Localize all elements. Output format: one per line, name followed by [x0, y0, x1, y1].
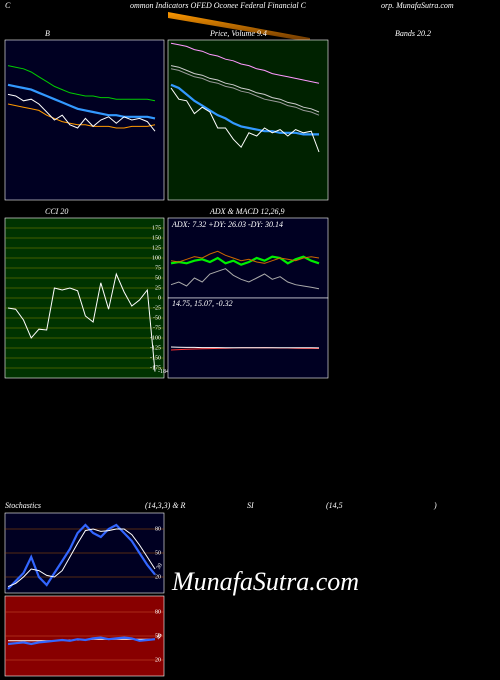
series-line [7, 528, 156, 588]
series-line [170, 250, 320, 264]
series-line [170, 268, 320, 290]
series-line [7, 83, 156, 120]
last-value-label: 30 [156, 562, 164, 570]
y-tick-label: -25 [153, 305, 161, 311]
panel-title: Price, Volume 9.4 [209, 29, 267, 38]
panel-title: 14.75, 15.07, -0.32 [172, 299, 233, 308]
series-line [7, 272, 156, 372]
panel-title-part: (14,5 [326, 501, 343, 510]
series-line [7, 93, 156, 132]
series-line [170, 87, 320, 153]
y-tick-label: 20 [155, 657, 161, 663]
panel-title-right: Bands 20.2 [395, 29, 431, 38]
panel-subtitle: ADX: 7.32 +DY: 26.03 -DY: 30.14 [171, 220, 283, 229]
y-tick-label: 20 [155, 574, 161, 580]
y-tick-label: 100 [152, 255, 161, 261]
last-value-label: -184 [158, 369, 169, 375]
y-tick-label: -75 [153, 325, 161, 331]
y-tick-label: -150 [150, 355, 161, 361]
header-middle: ommon Indicators OFED Oconee Federal Fin… [130, 1, 307, 10]
y-tick-label: 80 [155, 526, 161, 532]
volume-band [168, 12, 310, 42]
panel [167, 297, 329, 379]
y-tick-label: 80 [155, 609, 161, 615]
y-tick-label: -50 [153, 315, 161, 321]
series-line [170, 65, 320, 113]
series-line [170, 42, 320, 84]
panel-title-part: ) [433, 501, 437, 510]
y-tick-label: -175 [150, 365, 161, 371]
panel-title: B [45, 29, 50, 38]
series-line [170, 346, 320, 349]
y-tick-label: 175 [152, 225, 161, 231]
y-tick-label: 50 [155, 275, 161, 281]
panel-title-part: SI [247, 501, 254, 510]
y-tick-label: -125 [150, 345, 161, 351]
y-tick-label: -100 [150, 335, 161, 341]
y-tick-label: 125 [152, 245, 161, 251]
panel-title: Stochastics [5, 501, 41, 510]
series-line [7, 523, 156, 590]
header-left: C [5, 1, 11, 10]
last-value-label: 46 [156, 633, 164, 641]
series-line [7, 636, 156, 646]
y-tick-label: 50 [155, 633, 161, 639]
series-line [170, 83, 319, 136]
watermark: MunafaSutra.com [171, 567, 359, 596]
panel-title: ADX & MACD 12,26,9 [209, 207, 284, 216]
y-tick-label: 25 [155, 285, 161, 291]
series-line [7, 103, 156, 129]
y-tick-label: 50 [155, 550, 161, 556]
series-line [170, 68, 320, 116]
y-tick-label: 150 [152, 235, 161, 241]
y-tick-label: 0 [158, 295, 161, 301]
header-right: orp. MunafaSutra.com [381, 1, 454, 10]
panel-title: CCI 20 [45, 207, 68, 216]
series-line [7, 65, 156, 102]
y-tick-label: 75 [155, 265, 161, 271]
panel-title-part: (14,3,3) & R [145, 501, 186, 510]
panel [167, 39, 329, 201]
